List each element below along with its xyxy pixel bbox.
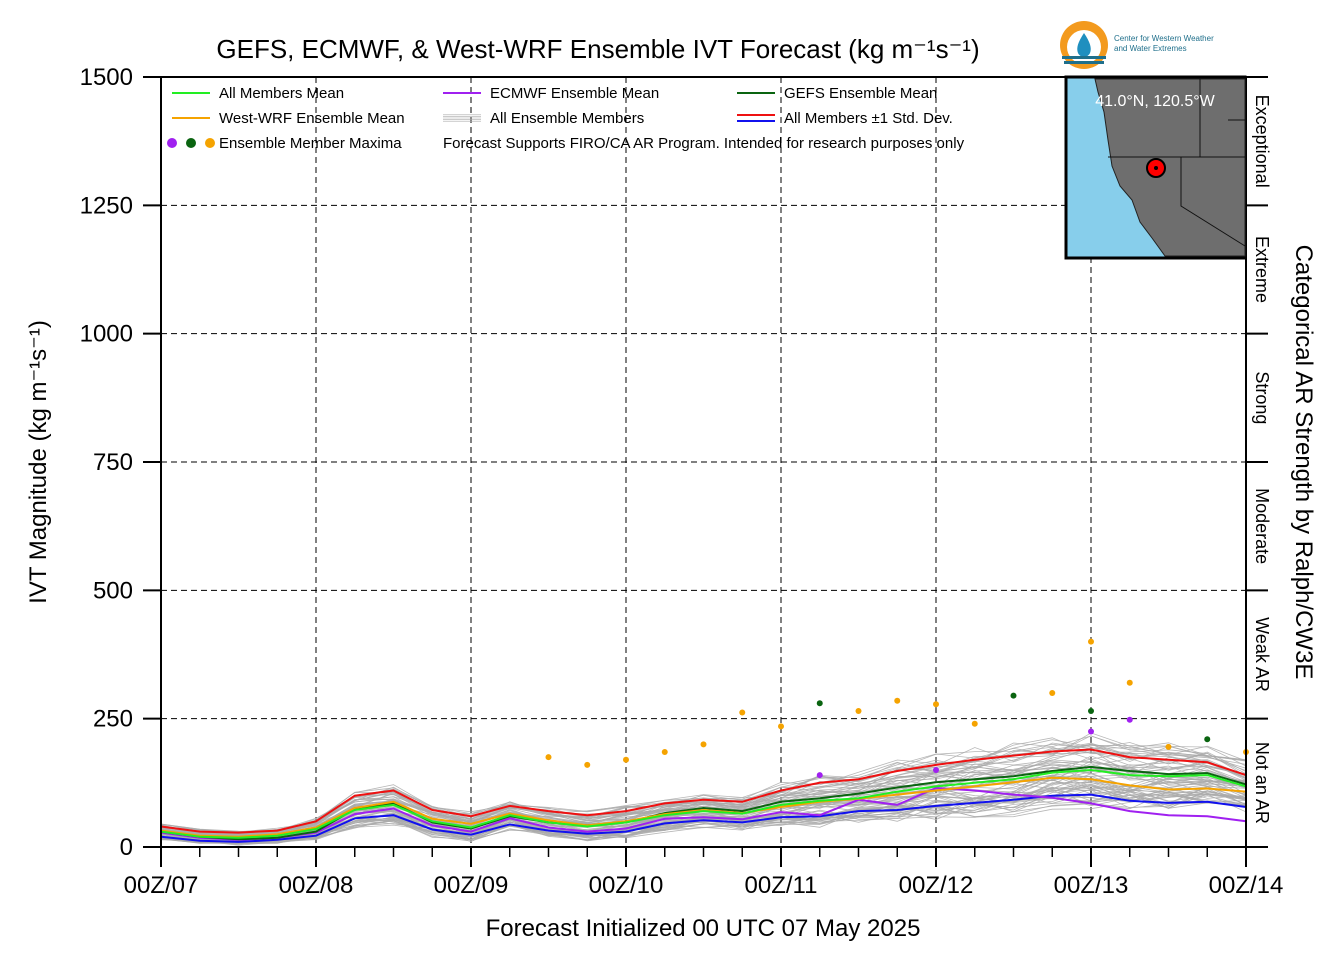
legend-label: West-WRF Ensemble Mean: [219, 110, 405, 127]
mean-series: [160, 748, 1247, 843]
series-line: [160, 786, 1247, 841]
logo-line-1: Center for Western Weather: [1114, 34, 1214, 43]
location-label: 41.0°N, 120.5°W: [1095, 93, 1215, 110]
legend-dot: [186, 138, 196, 148]
member-maximum-dot: [545, 754, 552, 761]
series-line: [160, 793, 1247, 843]
y-tick-label: 1250: [80, 192, 133, 219]
member-maximum-dot: [933, 767, 939, 773]
y-axis-ticks: 0 250 500 750 1000 1250 1500: [80, 64, 1268, 861]
ar-category-label: Weak AR: [1252, 617, 1272, 692]
land-shape: [1094, 78, 1246, 257]
x-tick-label: 00Z/14: [1209, 872, 1284, 899]
member-maximum-dot: [971, 720, 978, 727]
ar-category-label: Not an AR: [1252, 742, 1272, 824]
series-line: [160, 776, 1247, 838]
member-maximum-dot: [1088, 707, 1094, 714]
legend-note: Forecast Supports FIRO/CA AR Program. In…: [443, 135, 965, 152]
member-maximum-dot: [1204, 736, 1211, 743]
x-tick-label: 00Z/07: [124, 872, 199, 899]
member-maximum-dot: [1049, 690, 1056, 696]
y-tick-label: 500: [93, 577, 133, 604]
x-tick-label: 00Z/08: [279, 872, 354, 899]
legend-label: All Ensemble Members: [490, 110, 644, 127]
legend-dot: [167, 138, 177, 148]
ar-category-label: Extreme: [1252, 236, 1272, 303]
member-maximum-dot: [816, 772, 823, 779]
y-tick-label: 250: [93, 706, 133, 733]
legend: All Members Mean ECMWF Ensemble Mean GEFS …: [167, 85, 965, 152]
legend-dot: [205, 138, 215, 148]
legend-label: All Members ±1 Std. Dev.: [784, 110, 953, 127]
member-maximum-dot: [1126, 679, 1133, 686]
y-tick-label: 1000: [80, 321, 133, 348]
legend-label: All Members Mean: [219, 85, 344, 102]
location-marker-center: [1154, 166, 1158, 170]
member-maximum-dot: [1126, 716, 1133, 723]
y-tick-label: 750: [93, 449, 133, 476]
y-tick-label: 0: [120, 834, 133, 861]
x-tick-label: 00Z/10: [589, 872, 664, 899]
member-maximum-dot: [778, 723, 784, 730]
cw3e-logo: Center for Western Weather and Water Ext…: [1060, 21, 1214, 69]
member-maximum-dot: [855, 707, 862, 714]
gridlines: [161, 77, 1246, 847]
member-maximum-dot: [1088, 728, 1094, 735]
chart-title: GEFS, ECMWF, & West-WRF Ensemble IVT For…: [216, 34, 979, 64]
logo-line-2: and Water Extremes: [1114, 44, 1187, 53]
ar-category-label: Moderate: [1252, 488, 1272, 564]
ar-category-label: Exceptional: [1252, 95, 1272, 188]
state-borders: [1108, 79, 1246, 247]
legend-label: Ensemble Member Maxima: [219, 135, 402, 152]
x-tick-label: 00Z/13: [1054, 872, 1129, 899]
ensemble-member-line: [160, 742, 1247, 837]
legend-label: GEFS Ensemble Mean: [784, 85, 937, 102]
member-maximum-dot: [700, 741, 707, 748]
member-maximum-dot: [661, 749, 668, 756]
member-maximum-dot: [739, 709, 746, 716]
x-tick-label: 00Z/09: [434, 872, 509, 899]
y-axis-label: IVT Magnitude (kg m⁻¹s⁻¹): [25, 320, 52, 604]
series-line: [160, 748, 1247, 834]
location-inset-map: 41.0°N, 120.5°W: [1064, 75, 1247, 260]
member-maximum-dot: [1010, 692, 1017, 699]
right-axis-label: Categorical AR Strength by Ralph/CW3E: [1290, 245, 1317, 680]
x-axis-label: Forecast Initialized 00 UTC 07 May 2025: [486, 915, 921, 942]
ensemble-member-line: [160, 742, 1247, 833]
x-tick-label: 00Z/11: [745, 872, 818, 899]
member-maximum-dot: [933, 701, 939, 708]
member-maximum-dot: [894, 697, 901, 704]
member-maximum-dot: [1165, 743, 1172, 750]
member-maximum-dot: [584, 761, 591, 768]
member-maximum-dot: [1088, 638, 1094, 645]
member-maximum-dot: [816, 700, 823, 707]
x-tick-label: 00Z/12: [899, 872, 974, 899]
ar-category-label: Strong: [1252, 371, 1272, 424]
x-axis-ticks: 00Z/07 00Z/08 00Z/09 00Z/10 00Z/11 00Z/12 00Z/…: [124, 847, 1284, 899]
y-tick-label: 1500: [80, 64, 133, 91]
legend-label: ECMWF Ensemble Mean: [490, 85, 659, 102]
ensemble-member-line: [160, 794, 1247, 843]
ar-category-labels: Exceptional Extreme Strong Moderate Weak AR N…: [1252, 95, 1272, 824]
member-maximum-dot: [623, 756, 629, 763]
series-line: [160, 768, 1247, 839]
